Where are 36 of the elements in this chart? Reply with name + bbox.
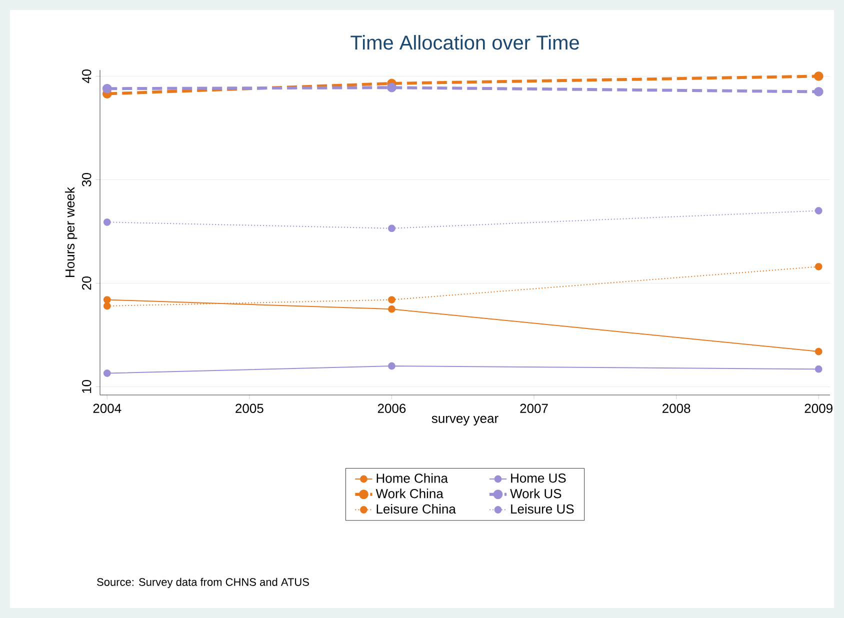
y-axis-title: Hours per week — [65, 186, 78, 277]
legend-label: Work US — [510, 488, 562, 498]
point — [814, 72, 824, 81]
point — [102, 84, 112, 94]
point — [814, 207, 822, 214]
chart-title: Time Allocation over Time — [350, 35, 579, 50]
y-tick-label: 40 — [82, 69, 92, 84]
legend-label: Home US — [511, 473, 566, 483]
legend-label: Leisure China — [376, 504, 456, 514]
x-tick-label: 2009 — [804, 404, 832, 413]
point — [814, 365, 822, 373]
point — [388, 296, 396, 304]
x-axis-title: survey year — [432, 416, 498, 426]
x-tick-label: 2008 — [662, 404, 690, 413]
point — [103, 296, 111, 304]
point — [103, 218, 111, 226]
point — [388, 305, 396, 313]
point — [388, 362, 396, 370]
point — [814, 87, 824, 96]
x-tick-label: 2005 — [236, 404, 264, 413]
x-tick-label: 2004 — [93, 404, 122, 413]
y-tick-label: 30 — [82, 172, 92, 186]
point — [814, 262, 822, 270]
y-tick-label: 10 — [82, 380, 92, 393]
point — [388, 224, 396, 232]
x-tick-label: 2007 — [520, 404, 548, 413]
y-tick-label: 20 — [82, 276, 92, 290]
point — [387, 82, 396, 92]
point — [814, 348, 822, 356]
x-tick-label: 2006 — [378, 404, 406, 413]
source-note: Source: Survey data from CHNS and ATUS — [97, 578, 309, 588]
legend-label: Home China — [376, 473, 448, 483]
legend-label: Work China — [376, 488, 444, 498]
legend-label: Leisure US — [511, 504, 574, 514]
point — [103, 370, 111, 377]
point — [103, 302, 111, 310]
